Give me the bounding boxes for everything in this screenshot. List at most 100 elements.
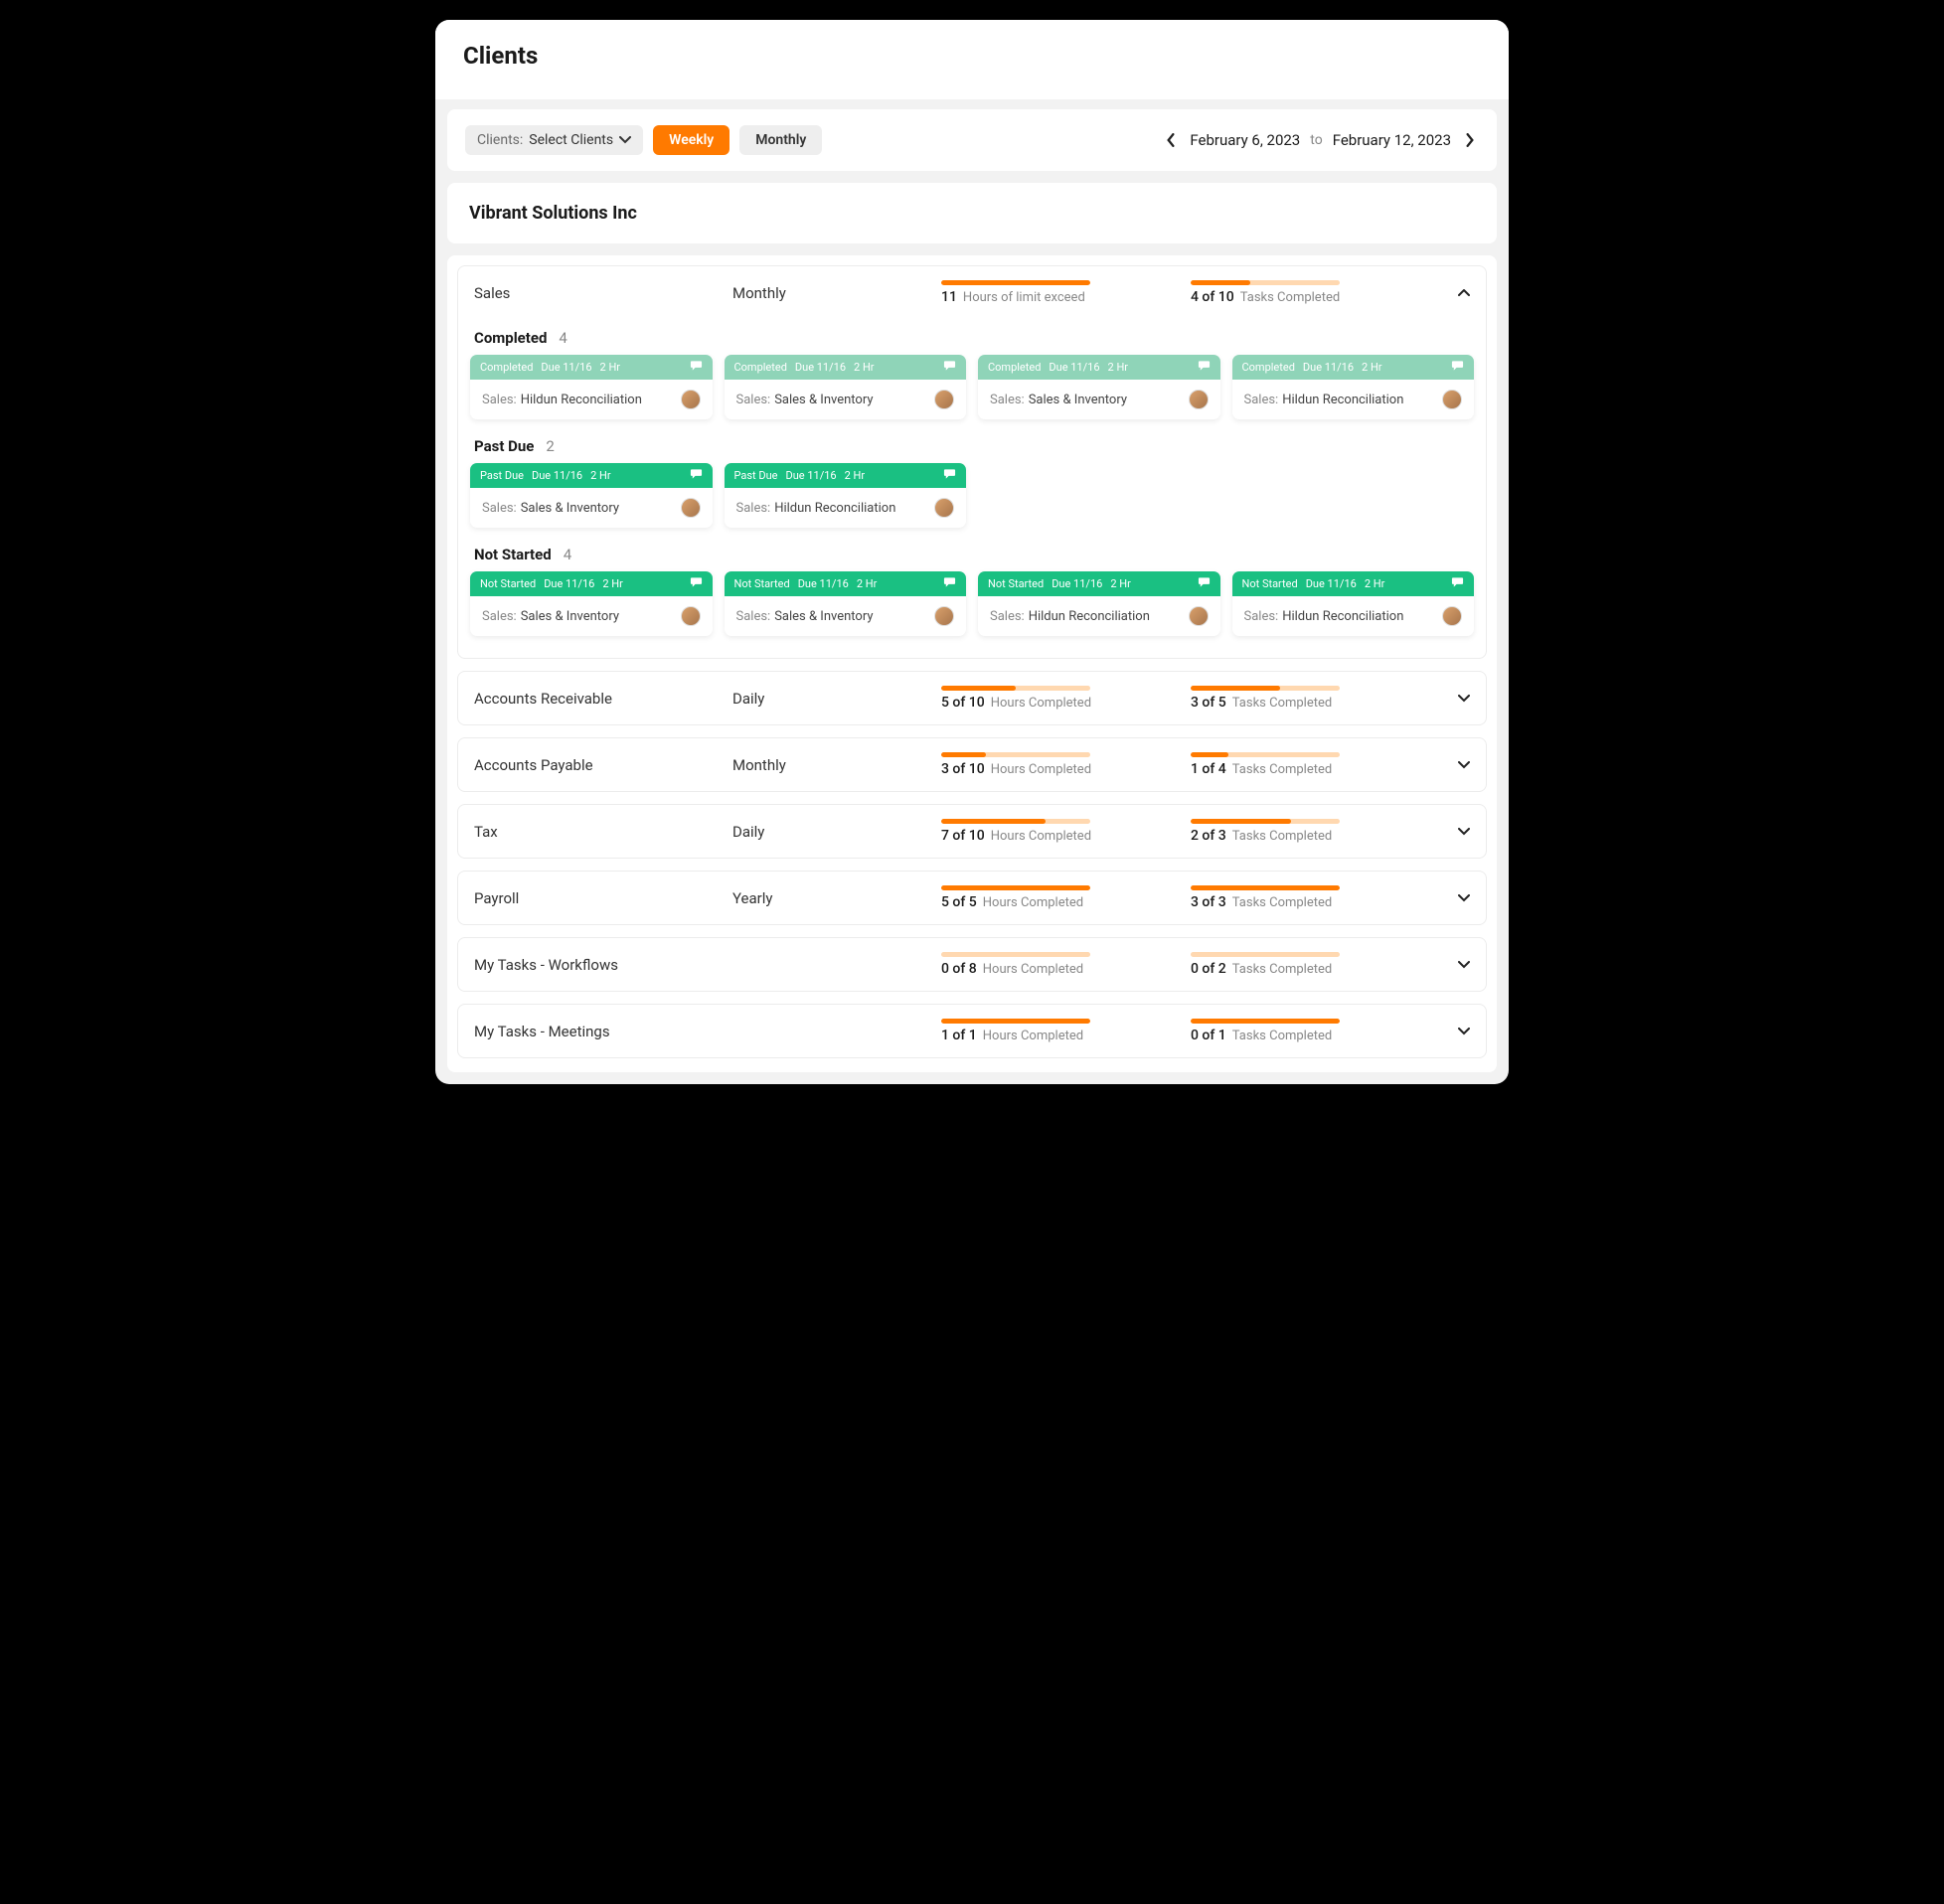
task-card-header: Not StartedDue 11/162 Hr bbox=[978, 571, 1220, 596]
hours-progress: 0 of 8Hours Completed bbox=[941, 952, 1181, 977]
assignee-avatar[interactable] bbox=[934, 390, 954, 409]
hours-value: 0 of 8 bbox=[941, 961, 977, 977]
task-card[interactable]: Not StartedDue 11/162 HrSales: Sales & I… bbox=[470, 571, 713, 636]
category-row[interactable]: My Tasks - Workflows0 of 8Hours Complete… bbox=[457, 937, 1487, 992]
task-card[interactable]: Past DueDue 11/162 HrSales: Sales & Inve… bbox=[470, 463, 713, 528]
task-card[interactable]: CompletedDue 11/162 HrSales: Hildun Reco… bbox=[1232, 355, 1475, 419]
assignee-avatar[interactable] bbox=[1189, 606, 1209, 626]
date-prev-button[interactable] bbox=[1162, 133, 1180, 147]
comment-icon[interactable] bbox=[1451, 576, 1464, 591]
task-card[interactable]: Not StartedDue 11/162 HrSales: Hildun Re… bbox=[1232, 571, 1475, 636]
task-due: Due 11/16 bbox=[1306, 577, 1357, 590]
expand-button[interactable] bbox=[1440, 761, 1470, 769]
task-hours: 2 Hr bbox=[590, 469, 611, 482]
tasks-progress-bar bbox=[1191, 819, 1340, 824]
section-count: 4 bbox=[559, 329, 567, 347]
tasks-label: Tasks Completed bbox=[1232, 895, 1332, 910]
assignee-avatar[interactable] bbox=[681, 498, 701, 518]
category-row-sales[interactable]: Sales Monthly 11Hours of limit exceed 4 … bbox=[458, 266, 1486, 319]
task-card-header: CompletedDue 11/162 Hr bbox=[470, 355, 713, 380]
assignee-avatar[interactable] bbox=[934, 606, 954, 626]
date-from: February 6, 2023 bbox=[1190, 131, 1300, 149]
section-title: Completed bbox=[474, 329, 547, 347]
comment-icon[interactable] bbox=[943, 468, 956, 483]
tasks-value: 3 of 3 bbox=[1191, 894, 1226, 910]
task-status: Not Started bbox=[480, 577, 536, 590]
hours-label: Hours Completed bbox=[983, 895, 1083, 910]
category-row[interactable]: Accounts ReceivableDaily5 of 10Hours Com… bbox=[457, 671, 1487, 725]
category-frequency: Monthly bbox=[732, 756, 931, 774]
task-hours: 2 Hr bbox=[1365, 577, 1385, 590]
comment-icon[interactable] bbox=[690, 360, 703, 375]
expand-button[interactable] bbox=[1440, 961, 1470, 969]
assignee-avatar[interactable] bbox=[681, 390, 701, 409]
task-card-header: CompletedDue 11/162 Hr bbox=[725, 355, 967, 380]
hours-label: Hours Completed bbox=[991, 696, 1091, 711]
category-row-sales-expanded: Sales Monthly 11Hours of limit exceed 4 … bbox=[457, 265, 1487, 659]
category-frequency: Daily bbox=[732, 823, 931, 841]
task-prefix: Sales: bbox=[1244, 609, 1279, 624]
task-name: Hildun Reconciliation bbox=[521, 393, 642, 407]
category-row[interactable]: PayrollYearly5 of 5Hours Completed3 of 3… bbox=[457, 871, 1487, 925]
comment-icon[interactable] bbox=[1198, 576, 1211, 591]
task-due: Due 11/16 bbox=[532, 469, 582, 482]
section-header: Not Started4 bbox=[458, 536, 1486, 571]
expand-button[interactable] bbox=[1440, 894, 1470, 902]
task-card-body: Sales: Sales & Inventory bbox=[470, 596, 713, 636]
task-card[interactable]: CompletedDue 11/162 Hr Sales: Hildun Reco… bbox=[470, 355, 713, 419]
task-card[interactable]: Not StartedDue 11/162 HrSales: Hildun Re… bbox=[978, 571, 1220, 636]
comment-icon[interactable] bbox=[1451, 360, 1464, 375]
tasks-progress-bar bbox=[1191, 686, 1340, 691]
tasks-progress-bar bbox=[1191, 752, 1340, 757]
tasks-progress: 0 of 1Tasks Completed bbox=[1191, 1019, 1430, 1043]
comment-icon[interactable] bbox=[943, 576, 956, 591]
hours-label: Hours Completed bbox=[983, 1029, 1083, 1043]
hours-value: 11 bbox=[941, 289, 957, 305]
task-status: Not Started bbox=[1242, 577, 1298, 590]
task-status: Not Started bbox=[988, 577, 1044, 590]
task-due: Due 11/16 bbox=[1303, 361, 1354, 374]
task-card-body: Sales: Hildun Reconciliation bbox=[978, 596, 1220, 636]
expand-button[interactable] bbox=[1440, 1028, 1470, 1035]
task-card[interactable]: CompletedDue 11/162 HrSales: Sales & Inv… bbox=[978, 355, 1220, 419]
hours-progress: 5 of 10Hours Completed bbox=[941, 686, 1181, 711]
task-due: Due 11/16 bbox=[1052, 577, 1102, 590]
task-cards-grid: CompletedDue 11/162 Hr Sales: Hildun Reco… bbox=[458, 355, 1486, 419]
task-status: Past Due bbox=[734, 469, 778, 482]
task-due: Due 11/16 bbox=[785, 469, 836, 482]
comment-icon[interactable] bbox=[690, 468, 703, 483]
comment-icon[interactable] bbox=[1198, 360, 1211, 375]
client-select-dropdown[interactable]: Clients: Select Clients bbox=[465, 125, 643, 155]
collapse-button[interactable] bbox=[1440, 289, 1470, 297]
date-next-button[interactable] bbox=[1461, 133, 1479, 147]
assignee-avatar[interactable] bbox=[934, 498, 954, 518]
hours-progress-bar bbox=[941, 280, 1090, 285]
task-card[interactable]: Past DueDue 11/162 HrSales: Hildun Recon… bbox=[725, 463, 967, 528]
task-card[interactable]: Not StartedDue 11/162 HrSales: Sales & I… bbox=[725, 571, 967, 636]
tasks-value: 3 of 5 bbox=[1191, 695, 1226, 711]
tasks-progress: 3 of 5Tasks Completed bbox=[1191, 686, 1430, 711]
expand-button[interactable] bbox=[1440, 695, 1470, 703]
assignee-avatar[interactable] bbox=[1442, 390, 1462, 409]
assignee-avatar[interactable] bbox=[681, 606, 701, 626]
category-row[interactable]: Accounts PayableMonthly3 of 10Hours Comp… bbox=[457, 737, 1487, 792]
comment-icon[interactable] bbox=[690, 576, 703, 591]
task-card[interactable]: CompletedDue 11/162 HrSales: Sales & Inv… bbox=[725, 355, 967, 419]
date-to-label: to bbox=[1310, 132, 1322, 148]
task-prefix: Sales: bbox=[990, 609, 1025, 624]
task-card-body: Sales: Sales & Inventory bbox=[978, 380, 1220, 419]
hours-value: 5 of 5 bbox=[941, 894, 977, 910]
category-row[interactable]: TaxDaily7 of 10Hours Completed2 of 3Task… bbox=[457, 804, 1487, 859]
comment-icon[interactable] bbox=[943, 360, 956, 375]
task-prefix: Sales: bbox=[482, 393, 517, 407]
assignee-avatar[interactable] bbox=[1189, 390, 1209, 409]
expand-button[interactable] bbox=[1440, 828, 1470, 836]
category-row[interactable]: My Tasks - Meetings1 of 1Hours Completed… bbox=[457, 1004, 1487, 1058]
monthly-toggle[interactable]: Monthly bbox=[739, 125, 822, 155]
task-hours: 2 Hr bbox=[845, 469, 866, 482]
weekly-toggle[interactable]: Weekly bbox=[653, 125, 729, 155]
assignee-avatar[interactable] bbox=[1442, 606, 1462, 626]
hours-label: Hours Completed bbox=[991, 829, 1091, 844]
task-due: Due 11/16 bbox=[544, 577, 594, 590]
tasks-progress: 1 of 4Tasks Completed bbox=[1191, 752, 1430, 777]
